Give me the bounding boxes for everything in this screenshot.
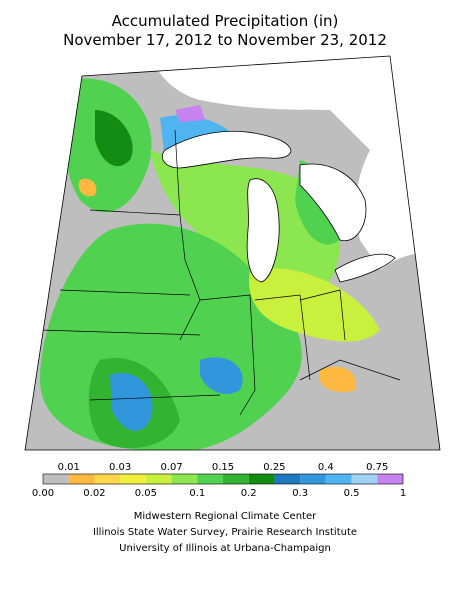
credit-line: University of Illinois at Urbana-Champai… xyxy=(119,543,331,554)
legend-swatch xyxy=(377,474,403,484)
legend-swatch xyxy=(120,474,146,484)
legend-label: 0.4 xyxy=(318,462,334,473)
legend-label: 0.03 xyxy=(109,462,131,473)
legend-label: 0.01 xyxy=(58,462,80,473)
legend-swatch xyxy=(171,474,198,484)
legend-label: 0.2 xyxy=(241,488,257,499)
legend-frame xyxy=(42,473,404,485)
legend-swatch xyxy=(145,474,172,484)
title-line: Accumulated Precipitation (in) xyxy=(112,12,339,30)
legend-label: 0.15 xyxy=(212,462,234,473)
legend-swatch xyxy=(300,474,326,484)
legend-swatch xyxy=(223,474,249,484)
legend-swatch xyxy=(274,474,301,484)
legend-label: 0.00 xyxy=(32,488,54,499)
legend-swatch xyxy=(43,474,69,484)
legend-swatch xyxy=(197,474,223,484)
legend-label: 0.3 xyxy=(292,488,308,499)
legend-label: 0.02 xyxy=(83,488,105,499)
legend-label: 0.25 xyxy=(263,462,285,473)
legend-label: 1 xyxy=(400,488,406,499)
legend-swatch xyxy=(68,474,95,484)
legend-label: 0.75 xyxy=(366,462,388,473)
legend-label: 0.1 xyxy=(189,488,205,499)
map xyxy=(24,55,441,451)
legend-label: 0.05 xyxy=(135,488,157,499)
legend-swatch xyxy=(248,474,275,484)
legend-swatch xyxy=(351,474,378,484)
legend-label: 0.07 xyxy=(160,462,182,473)
title-line: November 17, 2012 to November 23, 2012 xyxy=(63,31,387,49)
credit-line: Illinois State Water Survey, Prairie Res… xyxy=(93,527,357,538)
legend-label: 0.5 xyxy=(344,488,360,499)
legend: 0.00 0.01 0.02 0.03 0.05 0.07 0.1 0.15 0.2 0.25 0.… xyxy=(32,462,406,499)
legend-swatch xyxy=(325,474,352,484)
credit-line: Midwestern Regional Climate Center xyxy=(134,511,317,522)
legend-swatch xyxy=(94,474,121,484)
